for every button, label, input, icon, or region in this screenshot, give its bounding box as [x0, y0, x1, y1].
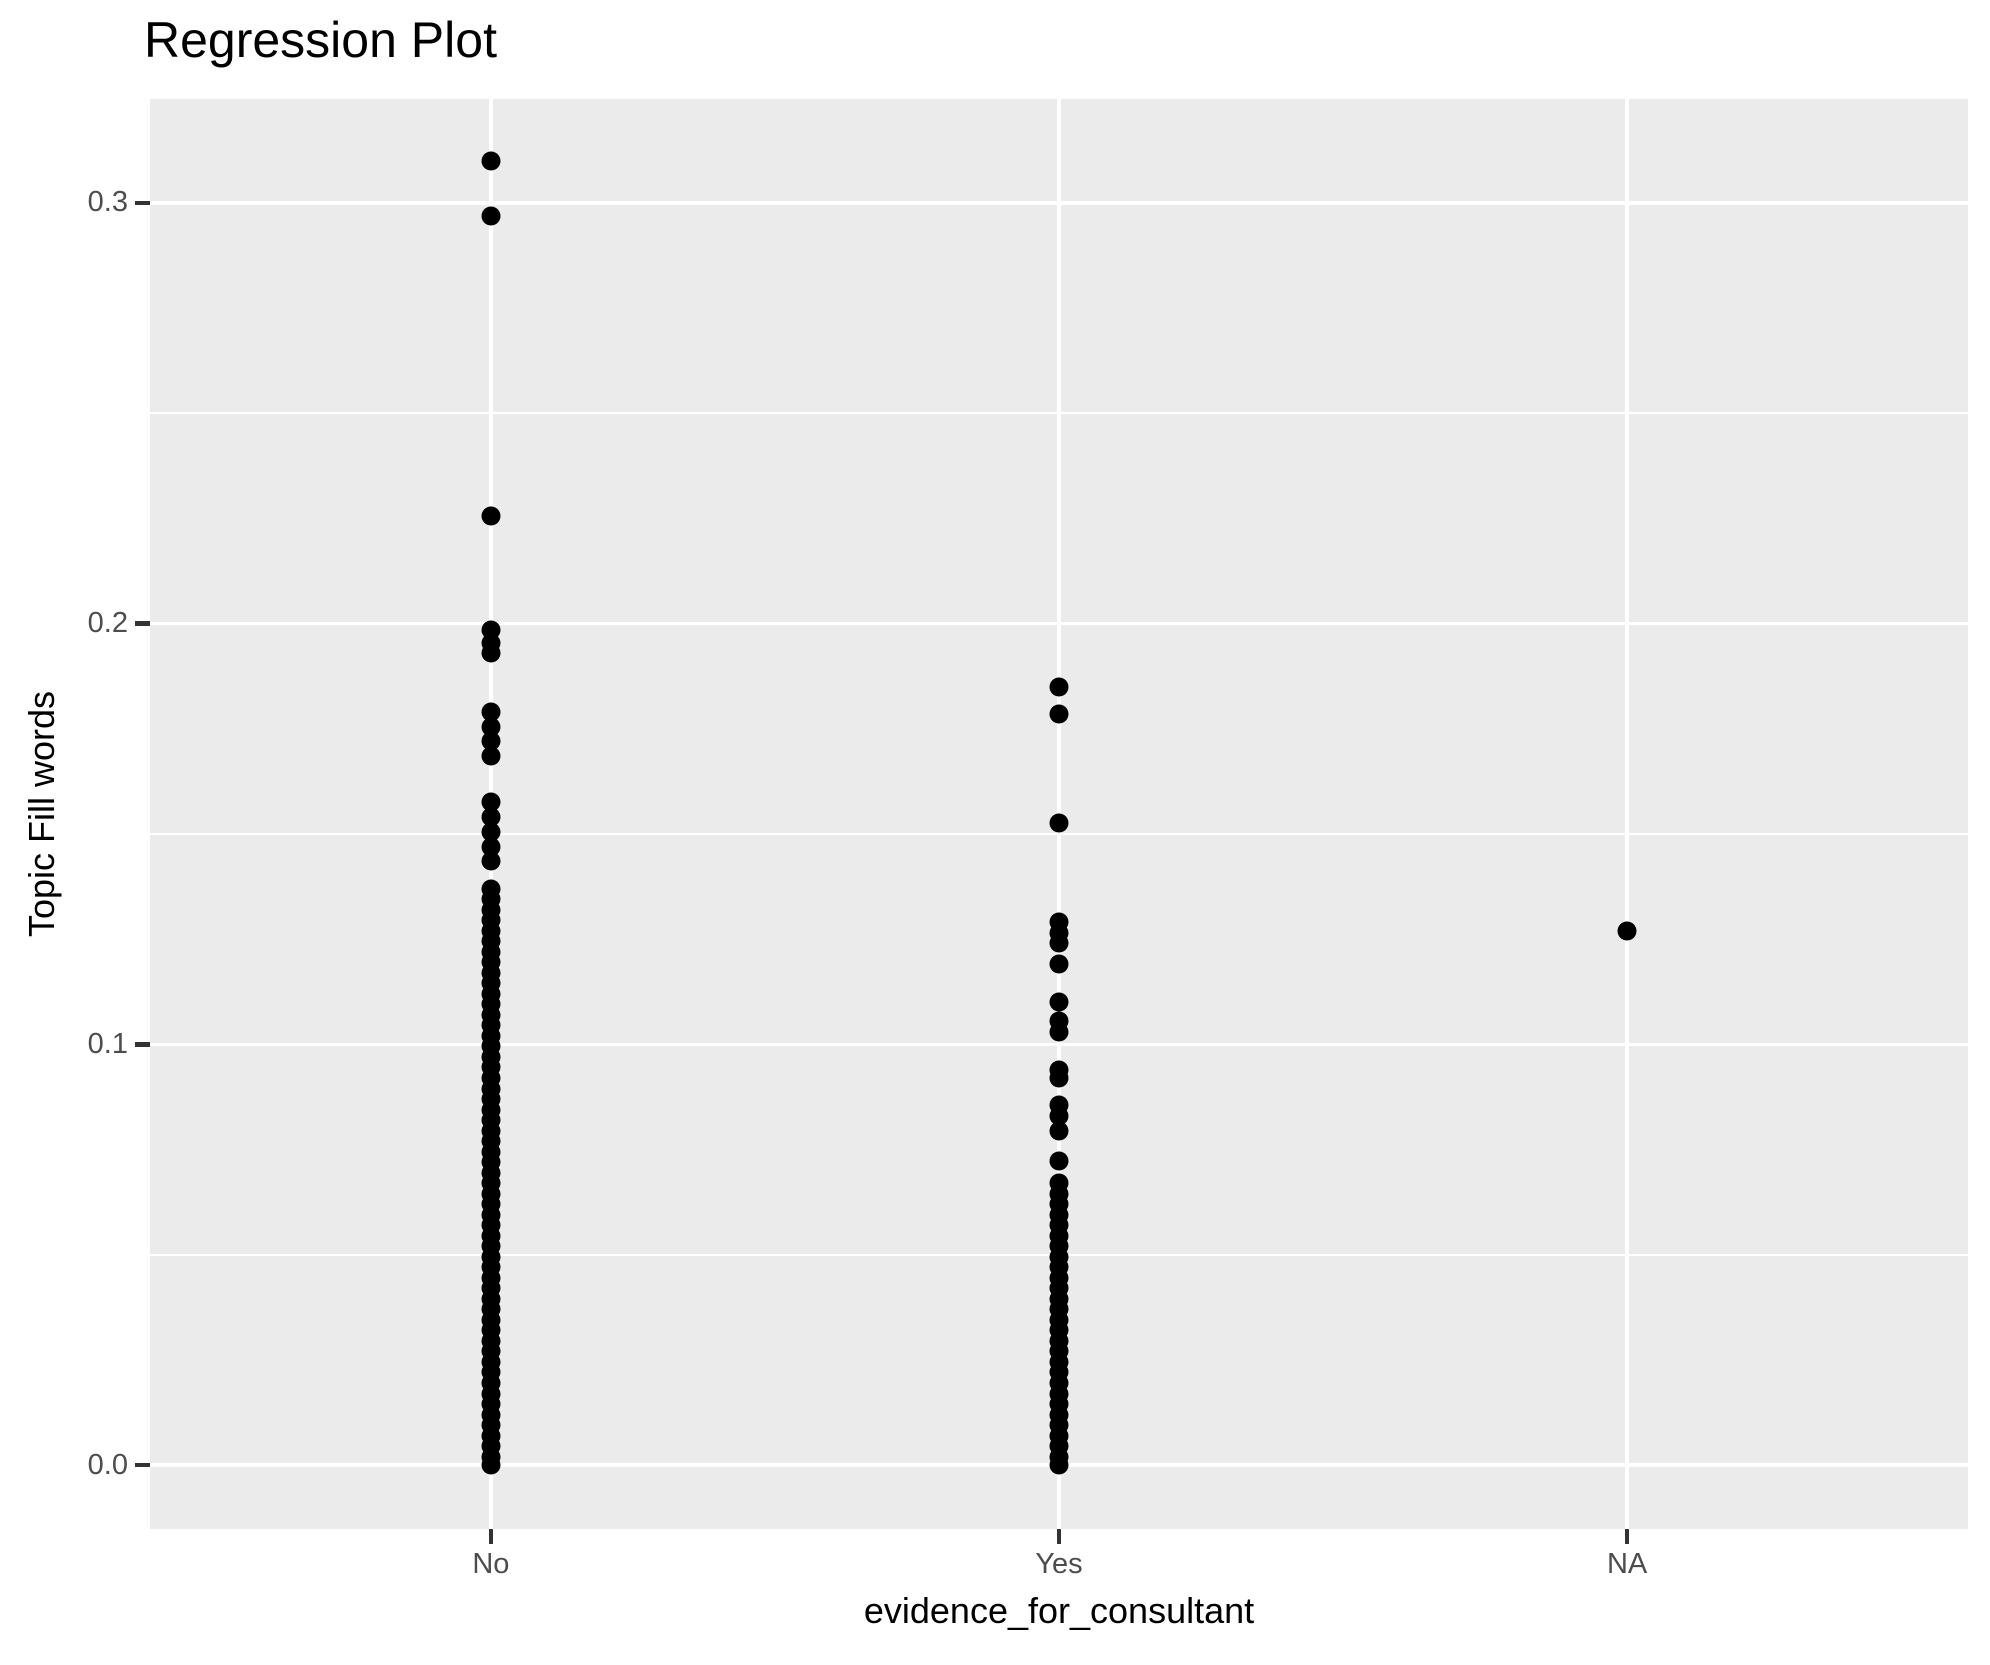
x-tick-mark	[488, 1529, 494, 1544]
data-point	[481, 837, 501, 857]
x-axis-title: evidence_for_consultant	[863, 1590, 1255, 1631]
y-tick-label: 0.0	[87, 1448, 128, 1481]
data-point	[481, 731, 501, 751]
data-point	[481, 746, 501, 766]
y-tick-label: 0.3	[87, 186, 128, 219]
y-tick-label: 0.1	[87, 1027, 128, 1060]
data-point	[481, 206, 501, 226]
data-point	[1049, 677, 1069, 697]
y-tick-mark	[135, 1042, 150, 1047]
data-point	[1049, 1106, 1069, 1126]
vertical-gridline	[1625, 99, 1629, 1529]
data-point	[481, 792, 501, 812]
y-tick-mark	[135, 1462, 150, 1468]
data-point	[481, 807, 501, 827]
data-point	[1049, 992, 1069, 1012]
data-point	[481, 151, 501, 171]
x-tick-label: No	[472, 1548, 510, 1580]
data-point	[1049, 704, 1069, 724]
data-point	[1617, 921, 1637, 941]
chart-title: Regression Plot	[144, 12, 497, 68]
data-point	[1049, 1068, 1069, 1088]
data-point	[1049, 1121, 1069, 1141]
data-point	[1049, 1151, 1069, 1171]
data-point	[1049, 954, 1069, 974]
data-point	[1049, 813, 1069, 833]
x-tick-mark	[1056, 1529, 1062, 1544]
y-tick-label: 0.2	[87, 607, 128, 640]
y-tick-mark	[135, 200, 150, 206]
data-point	[481, 1455, 501, 1475]
data-point	[481, 851, 501, 871]
data-point	[481, 702, 501, 722]
data-point	[481, 643, 501, 663]
data-point	[481, 822, 501, 842]
x-tick-label: Yes	[1035, 1548, 1083, 1580]
y-tick-mark	[135, 621, 150, 626]
data-point	[481, 506, 501, 526]
plot-panel	[150, 99, 1968, 1529]
y-axis-title: Topic Fill words	[21, 690, 62, 938]
data-point	[1049, 1455, 1069, 1475]
x-tick-mark	[1624, 1529, 1630, 1544]
data-point	[481, 717, 501, 737]
data-point	[1049, 1022, 1069, 1042]
data-point	[1049, 933, 1069, 953]
x-tick-label: NA	[1606, 1548, 1648, 1580]
